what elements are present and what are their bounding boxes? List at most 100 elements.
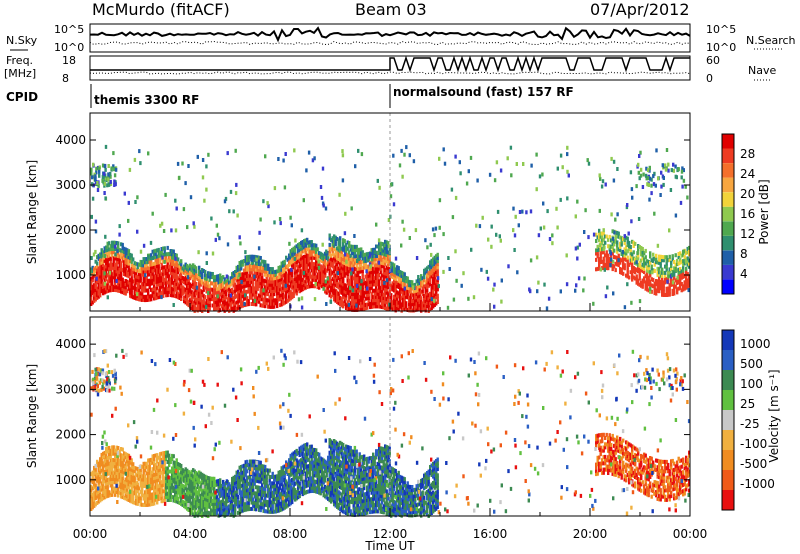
data-cell — [599, 176, 602, 181]
data-cell — [190, 283, 193, 288]
data-cell — [222, 275, 225, 280]
data-cell — [181, 471, 184, 476]
data-cell — [608, 244, 611, 249]
data-cell — [133, 295, 136, 300]
data-cell — [90, 503, 93, 508]
data-cell — [246, 296, 249, 301]
data-cell — [388, 302, 391, 307]
data-cell — [358, 294, 361, 299]
data-cell — [102, 455, 105, 459]
colorbar-tick-label: 8 — [740, 247, 748, 261]
data-cell — [231, 275, 234, 280]
data-cell — [403, 278, 406, 283]
data-cell — [304, 273, 307, 277]
data-cell — [133, 469, 136, 474]
data-cell — [350, 271, 353, 276]
data-cell — [322, 263, 325, 268]
data-cell — [399, 295, 402, 300]
data-cell — [229, 307, 232, 312]
data-cell — [109, 285, 112, 289]
data-cell — [658, 257, 661, 262]
data-cell — [426, 278, 429, 283]
data-cell — [334, 289, 337, 294]
data-cell — [614, 239, 617, 244]
data-cell — [327, 260, 330, 265]
noise-right-label: N.Search — [746, 34, 796, 47]
data-cell — [192, 269, 195, 274]
noise-traces — [89, 26, 691, 46]
data-cell — [163, 492, 166, 497]
data-cell — [219, 276, 222, 281]
data-cell — [258, 284, 261, 288]
data-cell — [649, 282, 652, 287]
data-cell — [166, 466, 169, 471]
data-cell — [241, 303, 244, 308]
data-cell — [144, 477, 147, 482]
data-cell — [262, 303, 265, 308]
data-cell — [367, 296, 370, 300]
data-cell — [261, 272, 264, 277]
data-cell — [153, 488, 156, 493]
data-cell — [234, 307, 237, 312]
data-cell — [382, 251, 385, 256]
data-cell — [176, 161, 180, 166]
data-cell — [111, 281, 114, 286]
data-cell — [138, 262, 141, 267]
data-cell — [358, 269, 361, 274]
station-title: McMurdo (fitACF) — [92, 0, 230, 19]
data-cell — [133, 286, 136, 291]
data-cell — [679, 251, 682, 256]
data-cell — [147, 468, 150, 472]
data-cell — [189, 282, 192, 287]
data-cell — [417, 297, 420, 302]
data-cell — [148, 269, 151, 274]
data-cell — [135, 501, 138, 506]
data-cell — [246, 270, 249, 275]
data-cell — [159, 250, 162, 255]
data-cell — [307, 272, 310, 276]
data-cell — [189, 263, 192, 268]
data-cell — [108, 253, 111, 258]
data-cell — [150, 294, 153, 299]
data-cell — [336, 300, 339, 304]
velocity-scatter-marks — [90, 317, 691, 518]
data-cell — [112, 240, 115, 245]
data-cell — [328, 293, 331, 298]
data-cell — [659, 270, 662, 275]
data-cell — [133, 261, 136, 266]
data-cell — [156, 456, 159, 461]
data-cell — [264, 301, 267, 306]
data-cell — [351, 292, 354, 296]
data-cell — [372, 276, 375, 281]
data-cell — [184, 476, 187, 481]
data-cell — [336, 259, 339, 263]
data-cell — [342, 279, 345, 284]
data-cell — [91, 473, 94, 478]
data-cell — [97, 480, 100, 485]
data-cell — [268, 285, 271, 290]
data-cell — [138, 476, 141, 481]
data-cell — [198, 275, 201, 280]
data-cell — [130, 294, 133, 299]
data-cell — [433, 298, 436, 303]
data-cell — [159, 490, 162, 495]
data-cell — [252, 302, 255, 306]
data-cell — [270, 270, 273, 275]
data-cell — [174, 268, 177, 273]
data-cell — [333, 259, 336, 264]
data-cell — [307, 275, 310, 280]
data-cell — [241, 291, 244, 296]
data-cell — [190, 469, 193, 474]
data-cell — [273, 279, 276, 284]
data-cell — [184, 492, 187, 497]
data-cell — [114, 451, 117, 456]
data-cell — [352, 292, 355, 297]
data-cell — [639, 150, 642, 155]
data-cell — [658, 279, 661, 284]
data-cell — [142, 471, 145, 476]
data-cell — [258, 262, 261, 266]
data-cell — [190, 290, 193, 295]
data-cell — [342, 238, 345, 243]
data-cell — [240, 260, 243, 265]
data-cell — [169, 264, 172, 269]
